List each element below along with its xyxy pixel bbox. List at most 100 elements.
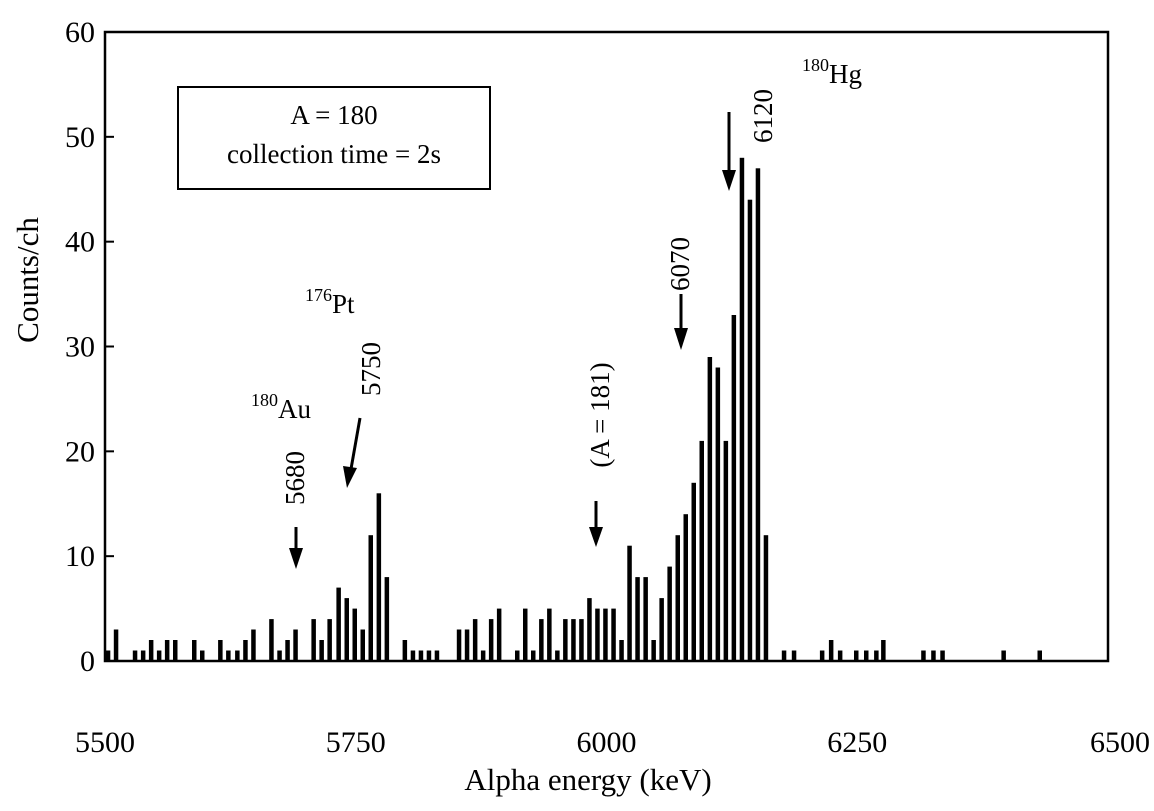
bar [148,640,154,661]
bar [755,168,761,662]
x-tick-label: 6000 [577,726,637,759]
bar [819,650,825,661]
bar [488,619,494,661]
bar [384,577,390,661]
bar [675,535,680,661]
bar [480,650,486,661]
bar [105,650,111,661]
bar [200,650,205,661]
bar [192,640,197,661]
bar [828,640,834,661]
bar [547,608,552,661]
bar [707,357,713,661]
bar [931,650,936,661]
bar [523,608,528,661]
y-tick-label: 40 [65,226,95,259]
au180-element: Au [278,394,311,424]
bar [132,650,138,661]
info-box [177,86,491,190]
bar [285,640,290,661]
bar [739,157,745,662]
bar [723,440,729,661]
bar [619,640,624,661]
pt176-element: Pt [332,289,355,319]
bar [837,650,843,661]
bar [699,440,704,661]
bar [113,629,119,661]
bar [251,629,256,661]
peak-6120-label: 6120 [748,89,778,143]
y-tick-label: 50 [65,121,95,154]
x-tick-label: 6250 [827,726,887,759]
arrow-a181 [589,501,603,547]
bar [1037,650,1042,661]
bar [579,619,584,661]
a181-label: (A = 181) [585,362,615,467]
bar [781,650,787,661]
bar [410,650,416,661]
bar [336,587,341,661]
bar [643,577,648,661]
bar [683,514,688,661]
x-axis-label: Alpha energy (keV) [464,762,711,797]
y-tick-label: 20 [65,435,95,468]
info-box-line-2: collection time = 2s [227,139,441,169]
bar [659,598,664,661]
bar [667,566,672,661]
bar [360,629,365,661]
bar [940,650,945,661]
y-tick-label: 60 [65,16,95,49]
bar [921,650,926,661]
bar [864,650,869,661]
bar [531,650,536,661]
bar [791,650,797,661]
bar [344,598,349,661]
au180-mass: 180 [251,390,278,410]
bar [763,535,769,661]
bar [539,619,544,661]
pt176-label: 176Pt [305,285,355,319]
bar [243,640,248,661]
y-tick-label: 30 [65,331,95,364]
bar [277,650,282,661]
bar [418,650,424,661]
x-tick-label: 5750 [326,726,386,759]
bar [472,619,478,661]
peak-5750-label: 5750 [356,342,386,396]
bar [156,650,162,661]
hg180-mass: 180 [802,55,829,75]
bar [691,482,696,661]
hg180-label: 180Hg [802,55,862,89]
y-axis-ticks: 0 10 20 30 40 50 60 [65,16,114,678]
bar [269,619,274,661]
bar [731,315,737,661]
y-axis-label: Counts/ch [10,217,45,343]
bar [747,199,753,661]
bar [293,629,298,661]
bar [496,608,502,661]
bar [164,640,170,661]
bar [571,619,576,661]
bar [464,629,470,661]
bar [874,650,879,661]
bar [651,640,656,661]
bar [1001,650,1006,661]
bar [635,577,640,661]
arrow-6070 [674,294,688,350]
bar [563,619,568,661]
bar [587,598,592,661]
bar [426,650,432,661]
arrow-5750 [343,417,362,488]
info-box-line-1: A = 180 [290,100,377,130]
pt176-mass: 176 [305,285,332,305]
bar [603,608,608,661]
bar [611,608,616,661]
bar [173,640,178,661]
arrow-5680 [289,527,303,569]
au180-label: 180Au [251,390,311,424]
bar [595,608,600,661]
bar [881,640,886,661]
peak-5680-label: 5680 [280,451,310,505]
bars-group [105,157,1042,662]
